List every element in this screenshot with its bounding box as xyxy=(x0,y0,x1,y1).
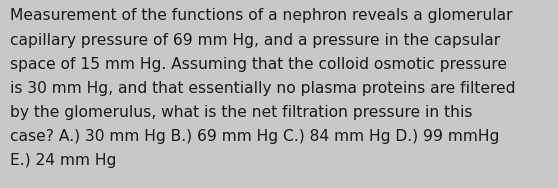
Text: Measurement of the functions of a nephron reveals a glomerular: Measurement of the functions of a nephro… xyxy=(10,8,513,24)
Text: is 30 mm Hg, and that essentially no plasma proteins are filtered: is 30 mm Hg, and that essentially no pla… xyxy=(10,81,516,96)
Text: case? A.) 30 mm Hg B.) 69 mm Hg C.) 84 mm Hg D.) 99 mmHg: case? A.) 30 mm Hg B.) 69 mm Hg C.) 84 m… xyxy=(10,129,499,144)
Text: by the glomerulus, what is the net filtration pressure in this: by the glomerulus, what is the net filtr… xyxy=(10,105,473,120)
Text: E.) 24 mm Hg: E.) 24 mm Hg xyxy=(10,153,117,168)
Text: capillary pressure of 69 mm Hg, and a pressure in the capsular: capillary pressure of 69 mm Hg, and a pr… xyxy=(10,33,500,48)
Text: space of 15 mm Hg. Assuming that the colloid osmotic pressure: space of 15 mm Hg. Assuming that the col… xyxy=(10,57,507,72)
